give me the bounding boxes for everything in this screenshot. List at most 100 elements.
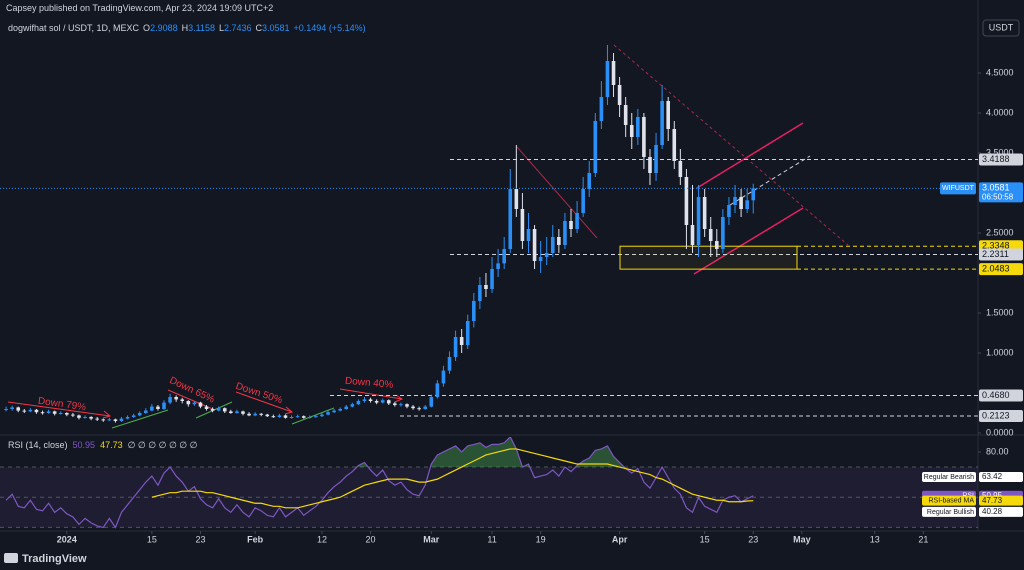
arrow xyxy=(235,391,293,413)
candle-body xyxy=(374,401,379,403)
candle-body xyxy=(368,399,373,401)
candle-body xyxy=(52,411,57,414)
candle-body xyxy=(40,412,45,414)
candle-body xyxy=(496,263,500,269)
rsi-value: 63.42 xyxy=(982,472,1003,481)
candle-body xyxy=(58,413,63,414)
published: Capsey published on TradingView.com, Apr… xyxy=(6,3,274,13)
candle-body xyxy=(137,413,142,416)
level-label: 2.0483 xyxy=(982,264,1010,274)
candle-body xyxy=(714,241,719,249)
level-label-box xyxy=(979,263,1023,276)
candle-body xyxy=(320,414,324,417)
annotation: Down 40% xyxy=(345,376,394,391)
rsi-name-box xyxy=(922,471,976,482)
candle-body xyxy=(295,416,300,418)
candle-body xyxy=(642,117,646,157)
level-label: 0.4680 xyxy=(982,390,1010,400)
candle-body xyxy=(356,401,361,405)
candle-body xyxy=(520,209,525,241)
level-label: 0.2123 xyxy=(982,410,1010,420)
candle-body xyxy=(192,402,197,405)
candle-body xyxy=(660,101,664,145)
candle-body xyxy=(34,409,39,413)
candle-body xyxy=(465,321,470,345)
rsi-extra: ∅ ∅ ∅ ∅ ∅ ∅ ∅ xyxy=(127,440,198,450)
level-label: 2.3348 xyxy=(982,241,1010,251)
candle-body xyxy=(362,399,367,401)
candle-body xyxy=(198,402,203,407)
trendline xyxy=(516,146,598,239)
candle-body xyxy=(107,419,112,421)
candle-body xyxy=(380,400,385,403)
candle-body xyxy=(532,229,537,261)
level-label-box xyxy=(979,389,1023,402)
candle-body xyxy=(314,416,318,418)
candle-body xyxy=(204,406,209,409)
candle-body xyxy=(210,409,215,411)
arrow xyxy=(111,409,169,429)
candle-body xyxy=(131,415,136,417)
candle-body xyxy=(4,409,8,410)
rsi-value-box xyxy=(979,506,1023,517)
level-label: 3.4188 xyxy=(982,154,1010,164)
ohlc-key: H xyxy=(181,23,189,33)
candle-body xyxy=(168,397,172,403)
x-tick-label: Mar xyxy=(423,534,440,544)
y-tick-label: 4.0000 xyxy=(986,107,1014,117)
candle-body xyxy=(629,125,634,137)
rsi-value-box xyxy=(979,471,1023,482)
level-label-box xyxy=(979,153,1023,166)
ohlc-key: L xyxy=(218,23,224,33)
rsi-legend: RSI (14, close) 50.95 47.73 ∅ ∅ ∅ ∅ ∅ ∅ ∅ xyxy=(8,440,197,451)
candle-body xyxy=(557,237,561,245)
candle-body xyxy=(435,383,440,397)
y-tick-label: 1.0000 xyxy=(986,347,1014,357)
candle-body xyxy=(502,249,506,264)
symbol-label: WIFUSDT xyxy=(942,185,975,192)
candle-body xyxy=(162,402,166,409)
candle-body xyxy=(423,406,428,409)
trendline xyxy=(729,155,811,206)
candle-body xyxy=(617,85,622,105)
candle-body xyxy=(265,414,270,417)
candle-body xyxy=(417,408,421,410)
candle-body xyxy=(459,337,464,345)
x-tick-label: May xyxy=(793,534,811,544)
candle-body xyxy=(538,257,543,261)
rsi-line xyxy=(151,448,754,509)
rsi-value: 40.28 xyxy=(982,507,1003,516)
candle-body xyxy=(253,413,257,416)
y-tick-label: 0.0000 xyxy=(986,427,1014,437)
candle-body xyxy=(526,229,531,241)
candle-body xyxy=(429,397,434,407)
candle-body xyxy=(702,197,707,229)
candle-body xyxy=(301,416,306,418)
candle-body xyxy=(393,403,397,405)
candle-body xyxy=(453,337,458,357)
candle-body xyxy=(119,418,124,421)
candle-body xyxy=(28,409,33,412)
last-price-box xyxy=(979,182,1023,203)
candle-body xyxy=(150,406,154,411)
candle-body xyxy=(216,408,221,411)
candle-body xyxy=(186,401,191,405)
rsi-value: 47.73 xyxy=(982,496,1003,505)
candle-body xyxy=(666,101,670,129)
candle-body xyxy=(16,407,21,411)
arrow xyxy=(291,407,335,425)
candle-body xyxy=(156,406,160,409)
ohlc-key: O xyxy=(143,23,151,33)
candle-body xyxy=(472,301,476,321)
candle-body xyxy=(593,121,598,173)
candle-body xyxy=(684,177,689,225)
candle-body xyxy=(350,404,355,407)
candle-body xyxy=(229,411,233,413)
logo xyxy=(4,553,18,563)
candle-body xyxy=(332,410,336,413)
candle-body xyxy=(411,406,415,409)
currency-box xyxy=(982,19,1020,37)
x-tick-label: 15 xyxy=(700,534,710,544)
